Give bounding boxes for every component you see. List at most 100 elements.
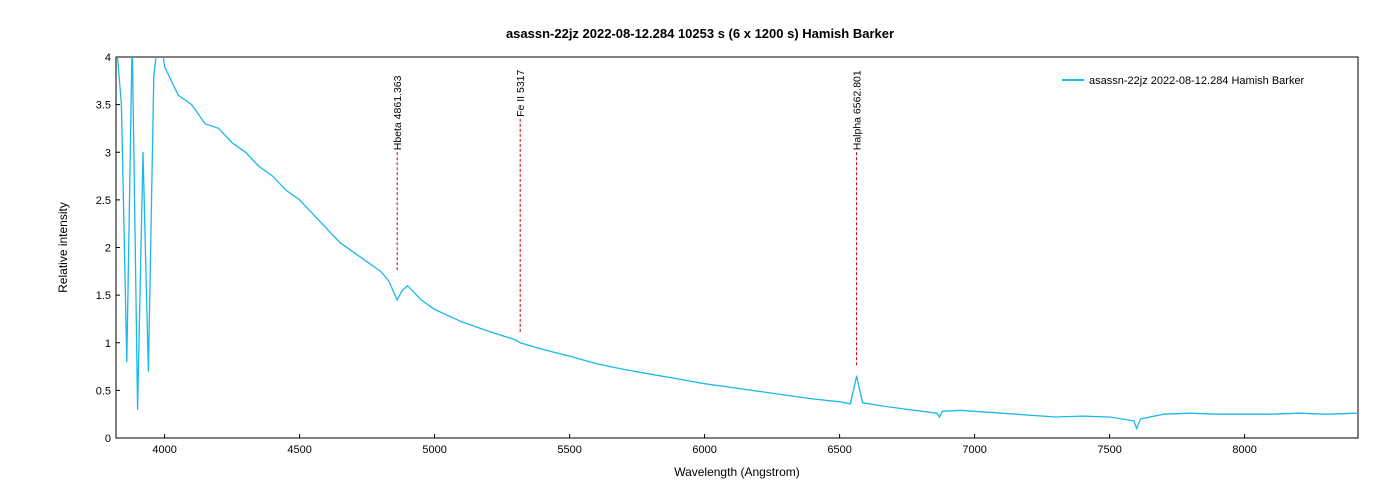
x-tick-label: 6000 (692, 444, 716, 456)
x-tick-label: 5000 (422, 444, 446, 456)
data-point (396, 299, 398, 301)
data-point (812, 398, 814, 400)
data-point (758, 390, 760, 392)
chart-title: asassn-22jz 2022-08-12.284 10253 s (6 x … (506, 26, 894, 41)
data-point (147, 370, 149, 372)
data-point (434, 308, 436, 310)
data-point (1055, 416, 1057, 418)
y-tick-label: 2 (105, 243, 111, 255)
data-point (177, 94, 179, 96)
data-point (218, 127, 220, 129)
y-tick-label: 2.5 (96, 195, 111, 207)
data-point (420, 299, 422, 301)
data-point (153, 75, 155, 77)
y-tick-label: 0 (105, 433, 111, 445)
data-point (938, 416, 941, 418)
data-point (731, 386, 733, 389)
data-point (862, 402, 864, 404)
x-tick-label: 7000 (962, 444, 986, 456)
data-point (519, 342, 521, 344)
data-point (299, 199, 301, 201)
data-point (677, 378, 679, 380)
x-tick-label: 8000 (1232, 444, 1256, 456)
data-point (204, 123, 206, 125)
data-point (388, 280, 390, 282)
data-point (1325, 413, 1327, 415)
data-point (542, 348, 544, 350)
data-point (285, 189, 287, 191)
legend: asassn-22jz 2022-08-12.284 Hamish Barker (1062, 75, 1305, 87)
data-point (1298, 412, 1300, 414)
data-point (191, 104, 193, 106)
data-point (974, 410, 976, 412)
annotation-label: Fe II 5317 (515, 69, 527, 116)
data-point (849, 403, 852, 405)
x-axis: 4000 4500 5000 5500 6000 6500 7000 7500 8000 (152, 434, 1257, 456)
data-point (1357, 412, 1358, 414)
data-point (569, 355, 571, 357)
data-point (1133, 420, 1135, 422)
data-point (164, 65, 166, 68)
data-point (1136, 427, 1138, 430)
data-point (312, 213, 314, 215)
y-tick-label: 3 (105, 147, 111, 159)
data-point (960, 409, 962, 411)
data-point (1082, 415, 1084, 417)
data-point (906, 408, 908, 410)
data-point (339, 242, 341, 244)
x-tick-label: 4500 (287, 444, 311, 456)
line-annotations: Hbeta 4861.363 Fe II 5317 Halpha 6562.801 (392, 69, 864, 367)
data-point (879, 405, 881, 407)
legend-label: asassn-22jz 2022-08-12.284 Hamish Barker (1089, 75, 1305, 87)
data-point (366, 261, 368, 263)
data-point (1001, 412, 1003, 414)
data-point (936, 412, 938, 414)
y-axis-label: Relative intensity (56, 202, 70, 293)
y-tick-label: 1 (105, 338, 111, 350)
data-point (1244, 413, 1246, 415)
y-tick-label: 0.5 (96, 385, 111, 397)
data-point (1190, 412, 1192, 414)
annotation-label: Hbeta 4861.363 (392, 75, 404, 150)
data-point (231, 142, 233, 144)
y-axis: 0 0.5 1 1.5 2 2.5 3 3.5 4 (96, 52, 120, 445)
series-line (116, 57, 1358, 431)
data-point (120, 104, 122, 106)
x-tick-label: 6500 (827, 444, 851, 456)
y-tick-label: 4 (105, 52, 111, 64)
data-point (596, 363, 598, 365)
data-point (1163, 413, 1165, 415)
data-point (785, 394, 787, 396)
data-point (515, 339, 517, 341)
x-tick-label: 5500 (557, 444, 581, 456)
data-point (326, 227, 328, 229)
data-point (245, 151, 247, 153)
data-point (132, 37, 133, 38)
data-point (461, 321, 463, 323)
data-point (126, 361, 128, 363)
plot-area-border (115, 56, 1359, 439)
data-point (650, 373, 652, 375)
data-point (142, 151, 144, 153)
data-point (1140, 418, 1142, 420)
data-point (1109, 416, 1111, 418)
data-point (856, 375, 858, 377)
data-point (159, 28, 160, 29)
data-point (623, 368, 625, 370)
y-tick-label: 3.5 (96, 100, 111, 112)
data-point (839, 401, 841, 403)
data-point (401, 289, 403, 291)
data-point (1271, 413, 1273, 415)
data-point (115, 37, 116, 38)
data-point (353, 251, 355, 253)
data-point (704, 383, 706, 385)
data-point (258, 165, 260, 168)
series-layer (115, 28, 1358, 431)
x-axis-label: Wavelength (Angstrom) (674, 465, 800, 479)
annotation-label: Halpha 6562.801 (852, 70, 864, 150)
data-point (1217, 413, 1219, 415)
x-tick-label: 7500 (1097, 444, 1121, 456)
data-point (941, 410, 943, 412)
data-point (272, 175, 274, 177)
